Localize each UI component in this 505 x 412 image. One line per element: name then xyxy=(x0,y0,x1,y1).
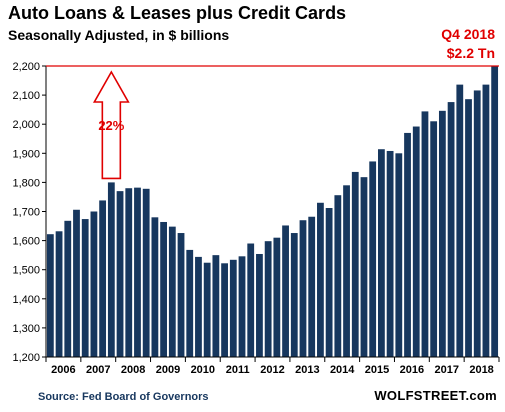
bar xyxy=(107,182,115,357)
bar xyxy=(55,231,63,357)
bar xyxy=(491,66,499,357)
bar xyxy=(90,211,98,357)
bar xyxy=(247,243,255,357)
bar xyxy=(377,149,385,357)
latest-value-label: $2.2 Tn xyxy=(446,45,495,61)
bar xyxy=(73,209,80,357)
bar xyxy=(447,102,455,357)
bar xyxy=(116,191,124,357)
x-axis: 2006 2007 2008 2009 2010 2011 2012 2013 2014 2015… xyxy=(45,356,500,376)
bar xyxy=(151,217,159,357)
x-tick-label: 2018 xyxy=(469,364,493,376)
source-note: Source: Fed Board of Governors xyxy=(38,391,209,403)
x-tick-label: 2011 xyxy=(226,364,250,376)
x-tick-label: 2015 xyxy=(365,364,389,376)
x-tick-label: 2014 xyxy=(330,364,355,376)
y-axis: 1,200 1,300 1,400 1,500 1,600 1,700 1,800 1,900… xyxy=(12,61,47,364)
growth-arrow-annotation: 22% xyxy=(92,70,130,180)
bar xyxy=(46,234,54,357)
bar xyxy=(186,249,194,357)
y-tick-label: 2,000 xyxy=(12,119,40,131)
bar xyxy=(325,208,333,357)
bar xyxy=(125,188,133,357)
growth-percent-label: 22% xyxy=(98,118,124,133)
bar xyxy=(168,226,176,357)
growth-arrow xyxy=(92,70,130,180)
bar-series xyxy=(46,66,499,358)
y-tick-label: 1,400 xyxy=(12,294,40,306)
x-tick-label: 2016 xyxy=(400,364,424,376)
x-tick-label: 2009 xyxy=(156,364,180,376)
y-tick-label: 1,800 xyxy=(12,177,40,189)
x-tick-label: 2006 xyxy=(51,364,75,376)
bar xyxy=(81,219,89,357)
bar xyxy=(360,177,368,357)
chart-title: Auto Loans & Leases plus Credit Cards xyxy=(8,3,347,23)
bar xyxy=(334,195,342,357)
bar xyxy=(160,221,168,357)
bar xyxy=(482,84,490,358)
x-tick-label: 2010 xyxy=(191,364,215,376)
bar xyxy=(430,121,438,357)
bar xyxy=(273,237,281,357)
bar xyxy=(343,185,350,357)
bar xyxy=(221,263,228,357)
bar xyxy=(195,256,202,357)
chart-subtitle: Seasonally Adjusted, in $ billions xyxy=(8,27,230,43)
bar xyxy=(142,188,150,357)
bar xyxy=(99,200,107,357)
bar xyxy=(282,225,289,357)
bar xyxy=(264,241,272,357)
bar xyxy=(256,253,263,357)
bar xyxy=(290,233,298,357)
bar xyxy=(421,111,429,358)
y-tick-label: 2,200 xyxy=(12,61,40,73)
y-tick-label: 1,900 xyxy=(12,148,40,160)
y-tick-label: 1,500 xyxy=(12,265,40,277)
bar xyxy=(456,84,464,358)
bar xyxy=(308,216,316,357)
y-tick-label: 2,100 xyxy=(12,90,40,102)
bar xyxy=(438,110,446,358)
x-tick-label: 2008 xyxy=(121,364,145,376)
bar xyxy=(212,255,220,357)
bar xyxy=(351,171,359,357)
bar xyxy=(317,202,324,357)
y-tick-label: 1,600 xyxy=(12,236,40,248)
bar xyxy=(395,153,403,357)
x-tick-label: 2017 xyxy=(434,364,458,376)
bar xyxy=(404,132,411,357)
bar xyxy=(465,99,472,357)
bar xyxy=(412,126,420,357)
bar xyxy=(369,161,377,357)
y-tick-label: 1,200 xyxy=(12,352,40,364)
brand-logo-text: WOLFSTREET.com xyxy=(374,388,497,403)
y-tick-label: 1,300 xyxy=(12,323,40,335)
x-tick-label: 2013 xyxy=(295,364,319,376)
y-tick-label: 1,700 xyxy=(12,207,40,219)
bar xyxy=(299,220,307,357)
bar xyxy=(229,259,237,357)
bar xyxy=(64,220,72,357)
bar xyxy=(203,262,211,357)
x-tick-label: 2007 xyxy=(86,364,110,376)
bar xyxy=(238,256,246,357)
bar xyxy=(134,187,141,357)
latest-period-label: Q4 2018 xyxy=(441,26,495,42)
x-tick-label: 2012 xyxy=(260,364,284,376)
bar xyxy=(473,90,481,357)
bar xyxy=(386,150,394,357)
bar xyxy=(177,233,185,357)
